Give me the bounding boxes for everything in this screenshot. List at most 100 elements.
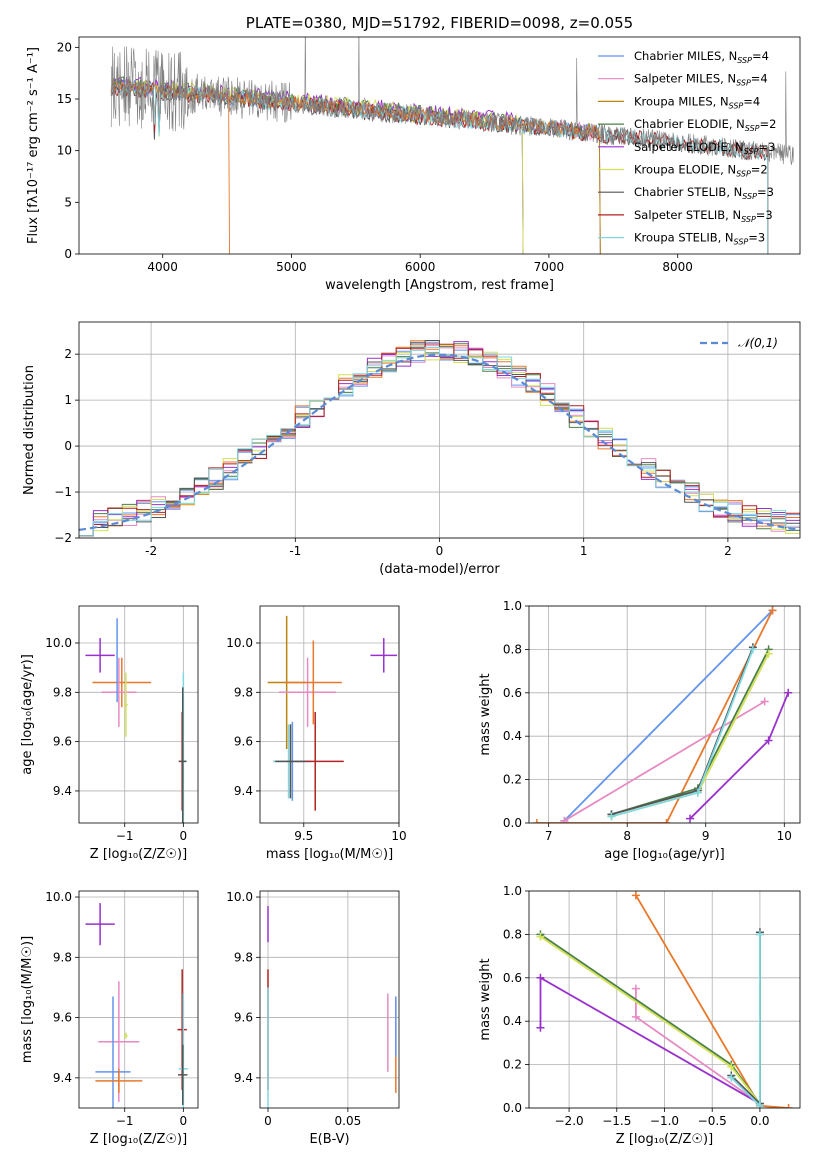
panel-weight-vs-Z: −2.0 −1.5 −1.0 −0.5 0.0 0.0 0.2 0.4 0.6 0.8 1.0 Z [… <box>478 884 801 1147</box>
legend-label-text: Salpeter ELODIE, N <box>634 140 744 154</box>
x-tick-label: 4000 <box>147 260 178 274</box>
y-axis-label: age [log₁₀(age/yr)] <box>20 654 35 775</box>
plot-area <box>536 891 793 1108</box>
legend-label-suffix: =4 <box>752 49 769 63</box>
grid <box>79 606 198 823</box>
legend-label-suffix: =4 <box>743 94 760 108</box>
legend-label-sub: SSP <box>736 170 751 179</box>
x-tick-label: 0 <box>180 829 188 843</box>
errorbar-point <box>124 672 128 737</box>
axes-frame <box>528 890 801 1109</box>
errorbar-point <box>85 638 115 673</box>
weight-line <box>730 932 761 1106</box>
weight-marker <box>784 688 793 697</box>
errorbar-point <box>279 657 337 727</box>
x-tick-label: 8 <box>623 829 631 843</box>
plot-area <box>267 615 398 811</box>
weight-marker <box>755 1101 764 1108</box>
plot-area <box>85 903 189 1108</box>
legend-label-sub: SSP <box>744 147 759 156</box>
legend-label-suffix: =3 <box>757 185 774 199</box>
gaussian-curve <box>79 353 800 531</box>
axes-frame <box>528 605 801 824</box>
x-tick-label: −2.0 <box>555 1114 584 1128</box>
y-tick-label: 0.0 <box>503 816 522 830</box>
panel-mass-vs-Z: −1 0 9.4 9.6 9.8 10.0 Z [log₁₀(Z/Z☉)] mass [log… <box>20 890 199 1147</box>
weight-marker <box>764 649 773 658</box>
y-tick-label: 10.0 <box>226 636 253 650</box>
x-tick-label: 0 <box>180 1114 188 1128</box>
plot-area <box>532 606 793 823</box>
legend-label: Kroupa ELODIE, NSSP=2 <box>634 163 768 179</box>
y-tick-label: 10 <box>57 144 72 158</box>
legend-label-suffix: =2 <box>751 163 768 177</box>
legend-label-text: Salpeter STELIB, N <box>634 208 741 222</box>
weight-line <box>536 609 774 823</box>
weight-line <box>563 609 774 822</box>
weight-marker <box>748 645 757 654</box>
y-tick-label: 20 <box>57 40 72 54</box>
legend-label-text: Chabrier STELIB, N <box>634 185 742 199</box>
x-tick-label: 7 <box>545 829 553 843</box>
errorbar-point <box>124 1032 128 1039</box>
weight-marker <box>536 973 545 982</box>
weight-marker <box>607 812 616 821</box>
weight-marker <box>631 984 640 993</box>
axes-frame <box>78 890 199 1109</box>
y-tick-label: −1 <box>54 485 72 499</box>
errorbar-point <box>95 1068 143 1093</box>
weight-line <box>539 935 761 1105</box>
y-tick-label: 1 <box>64 393 72 407</box>
legend-label-suffix: =3 <box>756 208 773 222</box>
axes-frame <box>78 36 801 255</box>
plot-area <box>110 37 794 254</box>
y-tick-label: 9.6 <box>234 735 253 749</box>
errorbar-point <box>178 1044 188 1105</box>
y-tick-label: 0.8 <box>503 927 522 941</box>
legend-label: Salpeter STELIB, NSSP=3 <box>634 208 773 224</box>
x-tick-label: 9 <box>702 829 710 843</box>
y-tick-label: 5 <box>64 195 72 209</box>
x-tick-label: −1 <box>116 829 134 843</box>
legend-label: Chabrier ELODIE, NSSP=2 <box>634 117 776 133</box>
axes-frame <box>78 605 199 824</box>
weight-marker <box>760 697 769 706</box>
y-tick-label: 0 <box>64 439 72 453</box>
y-axis-label: mass weight <box>478 673 493 755</box>
errorbar-point <box>101 657 137 727</box>
axes-frame <box>259 890 400 1109</box>
legend-label-sub: SSP <box>729 101 744 110</box>
x-tick-label: −1.5 <box>602 1114 631 1128</box>
x-tick-label: 10 <box>391 829 406 843</box>
chart-title: PLATE=0380, MJD=51792, FIBERID=0098, z=0… <box>246 14 633 32</box>
y-tick-label: 9.4 <box>53 1071 72 1085</box>
legend-label-text: Kroupa MILES, N <box>634 94 729 108</box>
x-tick-label: 7000 <box>534 260 565 274</box>
y-tick-label: 1.0 <box>503 884 522 898</box>
weight-marker <box>727 1062 736 1071</box>
weight-marker <box>686 814 695 823</box>
y-tick-label: 9.8 <box>234 950 253 964</box>
errorbar-point <box>370 638 398 673</box>
legend-label: 𝒩(0,1) <box>738 336 778 350</box>
legend-label: Kroupa STELIB, NSSP=3 <box>634 231 765 247</box>
panel-weight-vs-age: 7 8 9 10 0.0 0.2 0.4 0.6 0.8 1.0 age [log₁₀(age/yr… <box>478 599 801 862</box>
panel-mass-vs-ebv: 0 0.05 9.4 9.6 9.8 10.0 E(B-V) <box>226 890 400 1147</box>
y-tick-label: 10.0 <box>226 890 253 904</box>
plot-area <box>85 618 187 823</box>
x-axis-label: Z [log₁₀(Z/Z☉)] <box>90 1132 187 1147</box>
y-tick-label: 2 <box>64 347 72 361</box>
legend-label-sub: SSP <box>734 238 749 247</box>
grid <box>260 606 400 823</box>
y-tick-label: 0.4 <box>503 729 522 743</box>
y-tick-label: 0.4 <box>503 1014 522 1028</box>
legend-label-suffix: =3 <box>748 231 765 245</box>
model-spectrum <box>110 80 769 254</box>
errorbar-point <box>275 724 306 799</box>
x-tick-label: 2 <box>724 544 732 558</box>
axes-frame <box>78 321 801 539</box>
data-spectrum <box>110 37 794 165</box>
panel-age-vs-mass: 9.5 10 9.4 9.6 9.8 10.0 mass [log₁₀(M/M☉)] <box>226 605 407 862</box>
